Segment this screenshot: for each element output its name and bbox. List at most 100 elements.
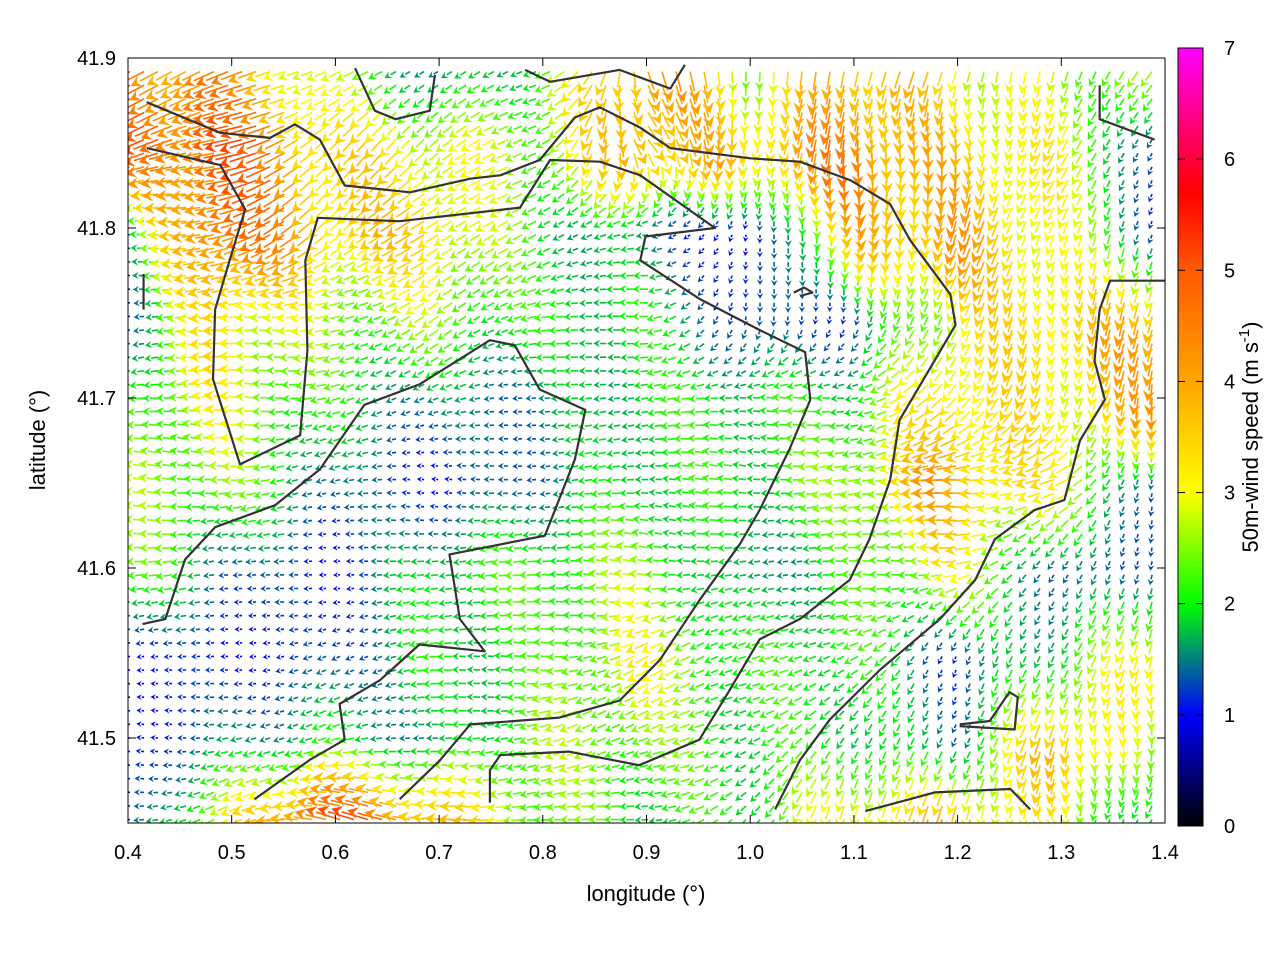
wind-arrow: [1067, 493, 1082, 505]
wind-arrow: [563, 557, 578, 565]
wind-arrow: [1020, 616, 1027, 627]
wind-arrow: [211, 489, 228, 498]
wind-arrow: [701, 474, 718, 483]
wind-arrow: [479, 99, 494, 107]
wind-arrow: [302, 518, 312, 524]
wind-arrow: [497, 368, 508, 375]
wind-arrow: [718, 434, 733, 442]
wind-arrow: [157, 586, 172, 594]
wind-arrow: [1119, 507, 1125, 517]
wind-arrow: [160, 72, 186, 86]
wind-arrow: [771, 289, 778, 299]
wind-arrow: [147, 789, 158, 796]
wind-arrow: [493, 625, 509, 633]
wind-arrow: [732, 586, 746, 594]
wind-arrow: [1102, 85, 1110, 99]
wind-arrow: [758, 641, 774, 649]
wind-arrow: [153, 502, 172, 511]
wind-arrow: [318, 586, 326, 592]
wind-arrow: [176, 762, 186, 769]
wind-arrow: [816, 627, 830, 635]
wind-arrow: [592, 436, 606, 444]
wind-arrow: [965, 643, 971, 653]
wind-arrow: [274, 572, 284, 579]
wind-arrow: [804, 370, 816, 377]
wind-arrow: [800, 517, 816, 525]
wind-arrow: [534, 287, 550, 295]
wind-arrow: [414, 410, 424, 416]
wind-arrow: [131, 354, 144, 361]
wind-arrow: [759, 393, 774, 401]
wind-arrow: [1146, 262, 1154, 277]
wind-arrow: [660, 790, 676, 798]
wind-arrow: [648, 515, 662, 523]
colorbar-tick-label: 4: [1224, 371, 1235, 393]
wind-arrow: [188, 763, 200, 770]
wind-arrow: [1073, 126, 1082, 143]
wind-arrow: [790, 738, 802, 749]
wind-arrow: [187, 572, 200, 579]
wind-arrow: [552, 436, 565, 443]
wind-arrow: [937, 697, 943, 706]
wind-arrow: [1102, 480, 1110, 492]
wind-arrow: [161, 626, 172, 633]
wind-arrow: [605, 737, 620, 745]
wind-arrow: [1132, 602, 1140, 616]
wind-arrow: [704, 696, 718, 704]
wind-arrow: [748, 558, 760, 565]
wind-arrow: [286, 736, 298, 743]
wind-arrow: [397, 544, 410, 551]
wind-arrow: [937, 724, 943, 734]
wind-arrow: [468, 72, 480, 79]
wind-arrow: [139, 460, 158, 469]
wind-arrow: [934, 629, 942, 638]
wind-arrow: [821, 738, 830, 750]
wind-arrow: [813, 248, 821, 263]
wind-arrow: [396, 585, 410, 593]
wind-arrow: [534, 327, 550, 335]
wind-arrow: [413, 85, 424, 93]
wind-arrow: [938, 670, 944, 678]
wind-arrow: [682, 275, 690, 281]
wind-arrow: [284, 422, 298, 430]
wind-arrow: [132, 341, 144, 348]
wind-arrow: [928, 602, 942, 609]
wind-arrow: [743, 262, 749, 270]
wind-arrow: [479, 276, 494, 285]
wind-arrow: [494, 735, 508, 743]
wind-arrow: [132, 272, 144, 279]
wind-arrow: [525, 395, 536, 402]
wind-arrow: [633, 354, 648, 362]
wind-arrow: [704, 656, 718, 664]
wind-arrow: [772, 669, 788, 677]
wind-arrow: [426, 735, 438, 742]
wind-arrow: [145, 341, 158, 349]
wind-arrow: [478, 262, 494, 272]
wind-arrow: [662, 543, 676, 551]
wind-arrow: [507, 722, 522, 730]
wind-arrow: [355, 437, 368, 444]
wind-arrow: [772, 683, 788, 691]
wind-arrow: [747, 434, 760, 442]
wind-arrow: [161, 790, 172, 797]
wind-arrow: [736, 370, 747, 376]
wind-arrow: [220, 613, 229, 619]
wind-arrow: [558, 764, 578, 774]
wind-arrow: [649, 489, 662, 497]
wind-arrow: [467, 303, 480, 311]
wind-arrow: [620, 476, 634, 484]
wind-arrow: [647, 409, 662, 417]
wind-arrow: [142, 407, 158, 416]
wind-arrow: [674, 643, 690, 651]
wind-arrow: [379, 140, 396, 158]
wind-arrow: [190, 707, 200, 714]
wind-arrow: [937, 711, 943, 721]
wind-arrow: [632, 299, 648, 307]
wind-arrow: [386, 490, 396, 496]
wind-arrow: [746, 489, 760, 497]
wind-arrow: [318, 613, 326, 619]
wind-arrow: [422, 653, 438, 662]
wind-arrow: [359, 655, 368, 661]
wind-arrow: [634, 395, 648, 403]
